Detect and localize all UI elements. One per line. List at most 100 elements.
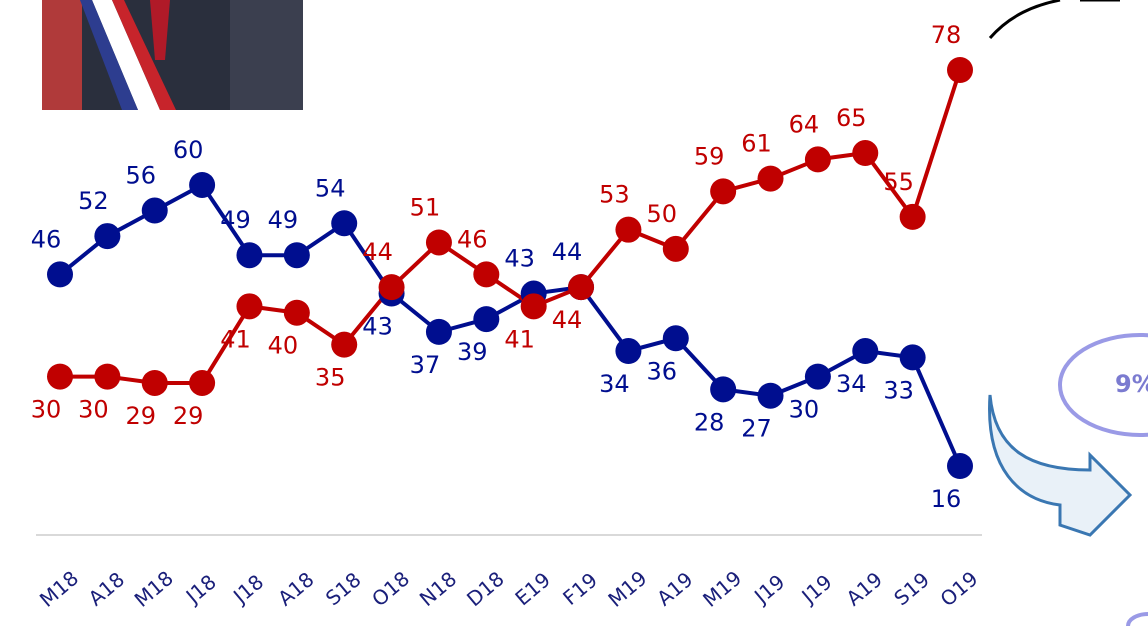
marker [757,165,784,192]
data-label: 51 [410,193,441,221]
marker [141,197,168,224]
marker [804,363,831,390]
data-label: 39 [457,338,488,366]
data-label: 50 [647,200,678,228]
x-tick-label: M18 [35,566,83,612]
photo [42,0,303,110]
x-tick-label: A18 [84,567,129,611]
data-label: 29 [173,402,204,430]
marker [283,242,310,269]
data-label: 33 [883,376,914,404]
marker [94,223,121,250]
data-label: 36 [647,357,678,385]
marker [804,146,831,173]
data-label: 44 [552,306,583,334]
marker [331,210,358,237]
data-label: 43 [362,313,393,341]
data-label: 54 [315,174,346,202]
marker [425,318,452,345]
x-tick-label: D18 [462,567,509,612]
marker [710,178,737,205]
data-label: 37 [410,351,441,379]
x-tick-label: S18 [321,567,366,610]
data-label: 30 [31,396,62,424]
x-tick-label: J19 [796,570,837,610]
marker [615,338,642,365]
data-label: 35 [315,364,346,392]
data-label: 29 [125,402,156,430]
data-label: 16 [931,485,962,513]
data-label: 52 [78,187,109,215]
data-label: 59 [694,142,725,170]
data-label: 28 [694,408,725,436]
marker [899,344,926,371]
x-tick-label: M19 [698,566,746,612]
marker [94,363,121,390]
data-label: 41 [220,325,251,353]
x-tick-label: A19 [842,567,887,611]
marker [47,363,73,390]
marker [47,261,73,288]
marker [236,242,263,269]
x-tick-label: F19 [558,568,602,610]
marker [189,369,216,396]
marker [520,293,547,320]
data-label: 46 [457,225,488,253]
data-label: 43 [504,245,535,273]
x-tick-label: O18 [367,566,414,611]
data-label: 30 [789,396,820,424]
x-tick-label: O19 [936,566,983,611]
marker [947,57,973,83]
marker [378,274,405,301]
data-label: 61 [741,130,772,158]
marker [947,453,973,479]
data-label: 34 [599,370,630,398]
data-label: 55 [883,168,914,196]
data-label: 46 [31,225,62,253]
marker [425,229,452,256]
arrow-decoration [988,394,1133,537]
marker [473,306,500,333]
data-label: 53 [599,181,630,209]
plot-area: M18 A18 M18 J18 J18 A18 S18 O18 N18 D18 E19 F19 M19 A… [31,21,983,612]
x-tick-label: M18 [130,566,178,612]
marker [852,140,879,167]
data-label: 65 [836,104,867,132]
bubble [1058,333,1148,437]
data-label: 40 [268,332,299,360]
x-tick-label: J18 [180,570,221,610]
data-label: 56 [125,162,156,190]
data-label: 78 [931,21,962,49]
data-label: 44 [362,238,393,266]
x-tick-label: A19 [652,567,697,611]
data-label: 27 [741,415,772,443]
marker [331,331,358,358]
data-label: 41 [504,325,535,353]
marker [852,338,879,365]
marker [283,299,310,326]
x-tick-label: N18 [415,567,461,611]
marker [899,203,926,230]
marker [757,382,784,409]
x-tick-label: J18 [227,570,268,610]
annotation: 9% [1115,370,1148,398]
data-label: 60 [173,136,204,164]
data-label: 30 [78,396,109,424]
marker [662,235,689,262]
data-label: 49 [220,206,251,234]
data-label: 44 [552,238,583,266]
marker [568,274,595,301]
x-tick-label: A18 [273,567,318,611]
data-label: 49 [268,206,299,234]
arrow-decoration [988,0,1120,39]
marker [473,261,500,288]
marker [236,293,263,320]
marker [662,325,689,352]
x-tick-label: E19 [510,567,555,610]
marker [141,369,168,396]
bubble [1126,612,1148,626]
marker [189,171,216,198]
marker [710,376,737,403]
